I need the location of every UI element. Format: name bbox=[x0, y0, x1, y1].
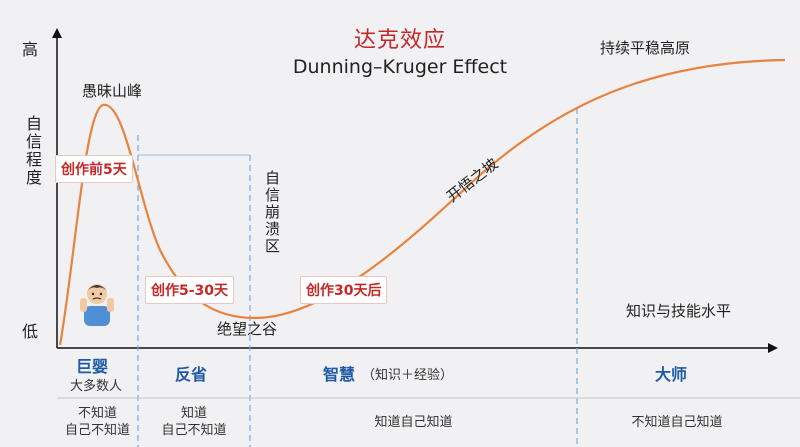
stage-1-subtitle: 大多数人 bbox=[70, 379, 123, 394]
stage-3-subtitle: （知识＋经验） bbox=[362, 368, 454, 383]
confidence-curve bbox=[58, 58, 786, 346]
title-english: Dunning–Kruger Effect bbox=[292, 56, 508, 78]
stage-1-knowledge: 不知道 自己不知道 bbox=[57, 405, 138, 439]
stage-2-name: 反省 bbox=[175, 365, 208, 384]
y-axis-low-label: 低 bbox=[22, 322, 39, 341]
y-axis-high-label: 高 bbox=[22, 40, 39, 59]
y-axis-arrow bbox=[52, 28, 62, 38]
stage-1-knowledge-line-1: 不知道 bbox=[77, 406, 117, 421]
plateau-label: 持续平稳高原 bbox=[600, 39, 691, 57]
tag-after-30-days: 创作30天后 bbox=[300, 276, 388, 304]
stage-4-knowledge: 不知道自己知道 bbox=[577, 414, 777, 431]
stage-1-knowledge-line-2: 自己不知道 bbox=[64, 423, 130, 438]
stage-3-name: 智慧 bbox=[323, 365, 356, 384]
tag-before-5-days: 创作前5天 bbox=[55, 155, 133, 183]
confused-person-icon bbox=[80, 284, 114, 326]
x-axis-title: 知识与技能水平 bbox=[626, 302, 732, 320]
stage-2-knowledge-line-2: 自己不知道 bbox=[161, 423, 227, 438]
x-axis-arrow bbox=[768, 343, 778, 353]
tag-5-30-days: 创作5-30天 bbox=[145, 276, 235, 304]
peak-label: 愚昧山峰 bbox=[82, 82, 143, 100]
stage-4-name: 大师 bbox=[655, 365, 688, 384]
stage-3-knowledge: 知道自己知道 bbox=[250, 414, 577, 431]
stage-1-name: 巨婴 bbox=[76, 357, 109, 376]
stage-3-knowledge-line-1: 知道自己知道 bbox=[374, 415, 453, 430]
valley-label: 绝望之谷 bbox=[217, 320, 278, 338]
stage-2-knowledge: 知道 自己不知道 bbox=[138, 405, 250, 439]
collapse-zone-label: 自信崩溃区 bbox=[263, 170, 281, 255]
title-chinese: 达克效应 bbox=[353, 28, 446, 53]
y-axis-title: 自信程度 bbox=[23, 115, 42, 187]
stage-4-knowledge-line-1: 不知道自己知道 bbox=[631, 415, 723, 430]
stage-2-knowledge-line-1: 知道 bbox=[180, 406, 207, 421]
